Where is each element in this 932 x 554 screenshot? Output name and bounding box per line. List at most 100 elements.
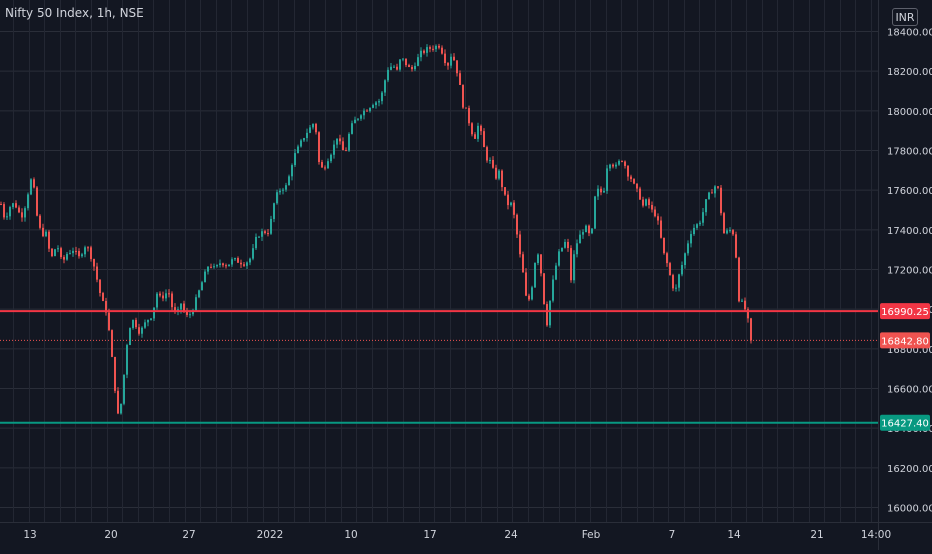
candle[interactable] — [267, 229, 269, 237]
candle[interactable] — [660, 216, 662, 239]
candle[interactable] — [543, 273, 545, 305]
candle[interactable] — [72, 247, 74, 257]
candle[interactable] — [576, 239, 578, 258]
candle[interactable] — [54, 248, 56, 257]
candle[interactable] — [669, 261, 671, 276]
candle[interactable] — [330, 153, 332, 164]
candle[interactable] — [345, 147, 347, 152]
candle[interactable] — [504, 187, 506, 196]
candle[interactable] — [447, 61, 449, 70]
candle[interactable] — [537, 253, 539, 266]
candle[interactable] — [723, 211, 725, 234]
candle[interactable] — [408, 63, 410, 68]
candle[interactable] — [99, 279, 101, 297]
candle[interactable] — [327, 158, 329, 169]
candle[interactable] — [303, 137, 305, 142]
candle[interactable] — [564, 239, 566, 249]
candle[interactable] — [468, 105, 470, 126]
candle[interactable] — [438, 43, 440, 50]
candle[interactable] — [375, 101, 377, 109]
candle[interactable] — [372, 103, 374, 109]
candle[interactable] — [306, 128, 308, 142]
candle[interactable] — [150, 318, 152, 321]
candle[interactable] — [240, 259, 242, 269]
candle[interactable] — [126, 343, 128, 379]
candle[interactable] — [33, 177, 35, 189]
candle[interactable] — [702, 208, 704, 226]
candle[interactable] — [216, 264, 218, 268]
candle[interactable] — [117, 387, 119, 415]
candle[interactable] — [207, 266, 209, 275]
candle[interactable] — [300, 138, 302, 148]
candle[interactable] — [333, 140, 335, 159]
candle[interactable] — [657, 213, 659, 225]
candle[interactable] — [552, 275, 554, 303]
candle[interactable] — [501, 169, 503, 192]
candle[interactable] — [414, 62, 416, 72]
candle[interactable] — [312, 123, 314, 130]
candle[interactable] — [441, 45, 443, 55]
candle[interactable] — [531, 285, 533, 301]
candle[interactable] — [81, 252, 83, 258]
candle[interactable] — [93, 258, 95, 271]
candle[interactable] — [471, 122, 473, 137]
candle[interactable] — [96, 262, 98, 283]
candle[interactable] — [714, 185, 716, 198]
candle[interactable] — [750, 317, 752, 344]
candle[interactable] — [462, 84, 464, 109]
candle[interactable] — [630, 174, 632, 182]
candle[interactable] — [642, 196, 644, 208]
candle[interactable] — [378, 98, 380, 107]
candle[interactable] — [171, 291, 173, 311]
candle[interactable] — [30, 178, 32, 196]
candle[interactable] — [717, 185, 719, 190]
candle[interactable] — [678, 273, 680, 292]
candle[interactable] — [489, 157, 491, 164]
candle[interactable] — [75, 246, 77, 255]
candle[interactable] — [282, 187, 284, 195]
candle[interactable] — [699, 220, 701, 226]
candle[interactable] — [12, 202, 14, 210]
candle[interactable] — [294, 149, 296, 168]
candle[interactable] — [291, 163, 293, 181]
candle[interactable] — [174, 303, 176, 314]
candle[interactable] — [606, 164, 608, 194]
candle[interactable] — [516, 213, 518, 238]
candle[interactable] — [597, 185, 599, 200]
candle[interactable] — [315, 122, 317, 135]
candle[interactable] — [534, 262, 536, 288]
candle[interactable] — [273, 202, 275, 223]
candle[interactable] — [258, 235, 260, 238]
candle[interactable] — [705, 199, 707, 216]
candle[interactable] — [429, 45, 431, 53]
candle[interactable] — [672, 273, 674, 292]
candle[interactable] — [411, 65, 413, 72]
candle[interactable] — [591, 228, 593, 235]
candle[interactable] — [186, 307, 188, 318]
candle[interactable] — [231, 257, 233, 267]
candle[interactable] — [633, 178, 635, 185]
candle[interactable] — [135, 317, 137, 330]
candle[interactable] — [720, 185, 722, 216]
candle[interactable] — [726, 228, 728, 235]
candle[interactable] — [348, 132, 350, 152]
candle[interactable] — [210, 263, 212, 269]
candle[interactable] — [0, 201, 2, 206]
candle[interactable] — [252, 244, 254, 261]
candle[interactable] — [66, 251, 68, 261]
candle[interactable] — [243, 261, 245, 268]
candle[interactable] — [204, 269, 206, 283]
candle[interactable] — [339, 134, 341, 145]
candle[interactable] — [495, 164, 497, 180]
currency-button[interactable]: INR — [892, 8, 918, 26]
candle[interactable] — [675, 284, 677, 292]
candle[interactable] — [636, 183, 638, 193]
candle[interactable] — [426, 44, 428, 57]
candle[interactable] — [222, 262, 224, 268]
candle[interactable] — [213, 263, 215, 269]
candle[interactable] — [579, 230, 581, 244]
candle[interactable] — [651, 201, 653, 213]
candle[interactable] — [60, 246, 62, 259]
candle[interactable] — [639, 186, 641, 201]
candle[interactable] — [15, 200, 17, 209]
